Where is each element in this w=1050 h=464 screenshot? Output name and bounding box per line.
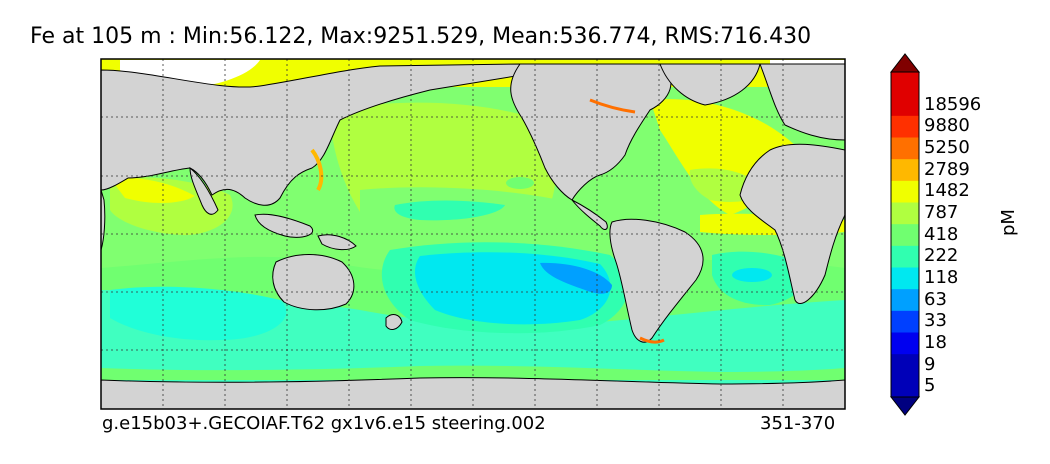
south-indian-low <box>110 286 287 341</box>
colorbar-tick-label: 63 <box>924 288 947 310</box>
south-pacific-minimum <box>540 262 612 294</box>
colorbar-top-extension <box>889 53 921 73</box>
colorbar-unit-label: pM <box>998 209 1019 236</box>
arabian-sea-high <box>110 177 195 204</box>
land-greenland <box>659 63 761 106</box>
plot-title: Fe at 105 m : Min:56.122, Max:9251.529, … <box>30 24 812 49</box>
colorbar-band <box>891 137 919 160</box>
map-graticule <box>101 59 845 409</box>
colorbar-band <box>891 267 919 290</box>
colorbar-band <box>891 332 919 355</box>
colorbar-tick-label: 33 <box>924 310 947 332</box>
north-pacific-low <box>394 200 505 221</box>
coastal-high-patagonia <box>639 336 665 344</box>
land-south-america <box>609 218 704 343</box>
land-india <box>189 166 219 215</box>
map-frame <box>100 58 846 410</box>
colorbar-band <box>891 72 919 95</box>
colorbar-tick-label: 787 <box>924 201 959 223</box>
colorbar-tick-label: 418 <box>924 223 959 245</box>
pacific-patch <box>506 177 534 189</box>
land-australia <box>272 254 355 311</box>
coastal-high-arctic <box>589 98 636 114</box>
colorbar-band <box>891 223 919 246</box>
land-indonesia <box>254 213 313 238</box>
colorbar-band <box>891 158 919 181</box>
land-north-america <box>510 63 672 201</box>
colorbar-band <box>891 288 919 311</box>
colorbar-tick-label: 5250 <box>924 136 970 158</box>
colorbar-tick-label: 18596 <box>924 93 982 115</box>
colorbar-band <box>891 353 919 376</box>
colorbar-band <box>891 93 919 116</box>
years-label: 351-370 <box>760 413 836 434</box>
colorbar-tick-label: 118 <box>924 266 959 288</box>
land-europe <box>759 63 845 141</box>
colorbar-tick-label: 1482 <box>924 180 970 202</box>
colorbar-bottom-extension <box>889 396 921 416</box>
land-eurasia <box>101 63 542 206</box>
colorbar <box>889 53 921 416</box>
colorbar-tick-label: 5 <box>924 375 936 397</box>
colorbar-tick-label: 222 <box>924 245 959 267</box>
land-central-america <box>571 199 608 230</box>
colorbar-band <box>891 180 919 203</box>
colorbar-frame <box>890 71 920 398</box>
colorbar-band <box>891 115 919 138</box>
colorbar-tick-label: 9880 <box>924 115 970 137</box>
land-new-guinea <box>317 234 357 251</box>
colorbar-band <box>891 375 919 398</box>
antarctic-margin <box>101 365 845 380</box>
colorbar-band <box>891 202 919 225</box>
colorbar-tick-label: 2789 <box>924 158 970 180</box>
coastal-high-asia <box>310 148 324 192</box>
colorbar-tick-label: 18 <box>924 331 947 353</box>
colorbar-band <box>891 245 919 268</box>
land-new-zealand <box>385 314 403 330</box>
case-label: g.e15b03+.GECOIAF.T62 gx1v6.e15 steering… <box>102 413 546 434</box>
colorbar-tick-label: 9 <box>924 353 936 375</box>
colorbar-band <box>891 310 919 333</box>
south-atlantic-core <box>732 268 772 282</box>
